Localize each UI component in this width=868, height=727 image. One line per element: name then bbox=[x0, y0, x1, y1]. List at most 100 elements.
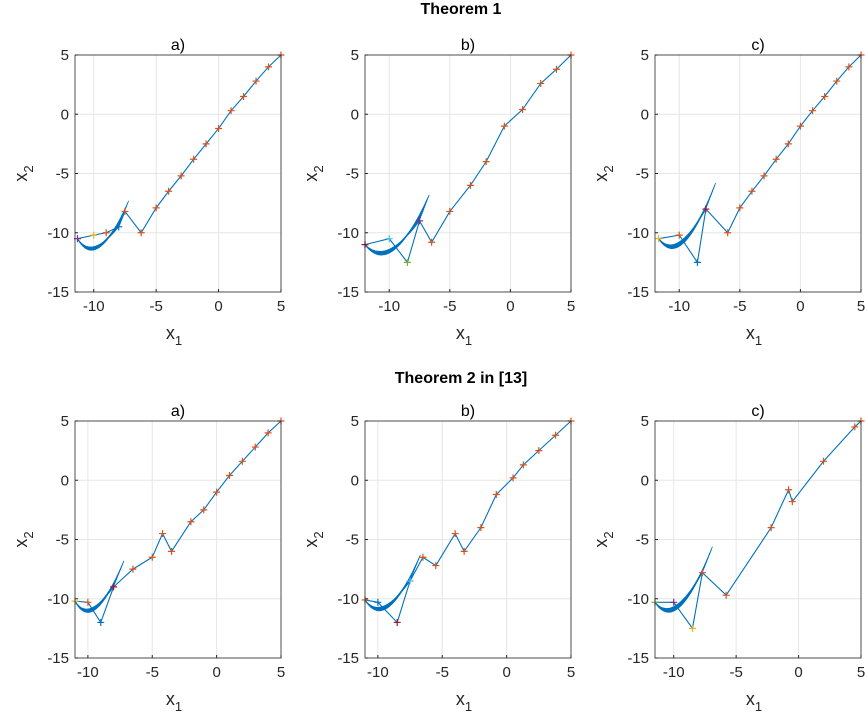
event-marker bbox=[809, 107, 817, 115]
event-marker bbox=[702, 205, 710, 213]
x-tick-label: -10 bbox=[83, 298, 105, 315]
event-marker bbox=[552, 65, 560, 73]
event-marker bbox=[460, 547, 468, 555]
trajectory-line bbox=[74, 420, 282, 624]
y-axis-label: x2 bbox=[301, 531, 326, 547]
row-title-theorem-2: Theorem 2 in [13] bbox=[395, 370, 527, 387]
subplot-0-0: -10 -5 0 5 5 0 -5 -10 -15 a) x1 x2 bbox=[11, 37, 285, 348]
event-marker bbox=[772, 155, 780, 163]
y-tick-label: 0 bbox=[641, 106, 649, 123]
event-marker bbox=[675, 231, 683, 239]
event-marker bbox=[724, 229, 732, 237]
event-marker bbox=[168, 547, 176, 555]
event-marker bbox=[500, 122, 508, 130]
event-marker bbox=[226, 472, 233, 480]
event-marker bbox=[767, 524, 775, 532]
event-marker bbox=[102, 229, 110, 237]
y-tick-label: -5 bbox=[636, 532, 649, 549]
event-marker bbox=[90, 231, 98, 239]
y-axis-label: x2 bbox=[591, 531, 616, 547]
x-tick-label: 0 bbox=[794, 664, 802, 681]
event-marker bbox=[393, 618, 401, 626]
event-marker bbox=[190, 155, 198, 163]
x-tick-label: -5 bbox=[149, 298, 162, 315]
trajectory-curve bbox=[364, 554, 421, 612]
event-marker bbox=[265, 63, 273, 71]
event-marker bbox=[403, 258, 411, 266]
event-marker bbox=[519, 461, 527, 469]
trajectory-fan bbox=[74, 560, 125, 613]
trajectory-fan bbox=[364, 554, 421, 612]
x-axis-label: x1 bbox=[746, 323, 762, 348]
event-marker bbox=[264, 429, 272, 437]
subplot-grid: -10 -5 0 5 5 0 -5 -10 -15 a) x1 x2 -10 -5 0 5 5 0 -5 -10 -15… bbox=[11, 37, 865, 714]
x-tick-label: 5 bbox=[277, 664, 285, 681]
y-tick-label: 0 bbox=[351, 472, 359, 489]
event-marker bbox=[240, 92, 248, 100]
trajectory-curve bbox=[74, 560, 125, 613]
row-title-theorem-1: Theorem 1 bbox=[421, 1, 502, 18]
y-tick-label: 5 bbox=[61, 47, 69, 64]
y-tick-label: -10 bbox=[47, 591, 69, 608]
event-marker bbox=[785, 486, 793, 494]
x-axis-label: x1 bbox=[166, 689, 182, 714]
y-tick-label: -10 bbox=[47, 225, 69, 242]
event-marker bbox=[238, 457, 246, 465]
y-tick-label: 5 bbox=[641, 413, 649, 430]
x-tick-label: -5 bbox=[729, 664, 742, 681]
event-marker bbox=[760, 172, 768, 180]
x-axis-label: x1 bbox=[456, 323, 472, 348]
event-marker bbox=[374, 598, 382, 606]
event-marker bbox=[820, 457, 828, 465]
y-tick-label: -15 bbox=[47, 284, 69, 301]
event-marker bbox=[477, 524, 485, 532]
event-marker bbox=[213, 488, 221, 496]
event-marker bbox=[845, 63, 853, 71]
event-marker bbox=[655, 235, 663, 243]
event-marker bbox=[428, 238, 436, 246]
event-marker bbox=[187, 518, 195, 526]
event-marker bbox=[406, 577, 414, 585]
y-tick-label: 0 bbox=[641, 472, 649, 489]
x-tick-label: -5 bbox=[443, 298, 456, 315]
event-marker bbox=[419, 553, 427, 561]
x-tick-label: -10 bbox=[77, 664, 99, 681]
event-marker bbox=[159, 530, 167, 538]
event-marker bbox=[693, 258, 701, 266]
event-marker bbox=[215, 124, 223, 132]
panel-title: c) bbox=[751, 37, 764, 54]
event-marker bbox=[97, 618, 105, 626]
y-tick-label: -10 bbox=[627, 591, 649, 608]
event-marker bbox=[115, 223, 123, 231]
y-axis-label: x2 bbox=[11, 531, 36, 547]
panel-title: b) bbox=[461, 403, 475, 420]
event-marker bbox=[432, 562, 440, 570]
x-tick-label: 5 bbox=[277, 298, 285, 315]
trajectory-line bbox=[658, 54, 862, 264]
y-tick-label: -5 bbox=[56, 166, 69, 183]
y-tick-label: -10 bbox=[337, 225, 359, 242]
event-marker bbox=[796, 122, 804, 130]
panel-title: b) bbox=[461, 37, 475, 54]
x-tick-label: -10 bbox=[663, 664, 685, 681]
event-marker bbox=[722, 591, 730, 599]
subplot-1-0: -10 -5 0 5 5 0 -5 -10 -15 a) x1 x2 bbox=[11, 403, 285, 714]
y-tick-label: 0 bbox=[61, 106, 69, 123]
y-tick-label: -5 bbox=[346, 532, 359, 549]
event-marker bbox=[736, 204, 744, 212]
y-tick-label: -15 bbox=[47, 650, 69, 667]
x-tick-label: 5 bbox=[857, 664, 865, 681]
event-marker bbox=[833, 77, 841, 85]
event-marker bbox=[110, 583, 118, 591]
y-tick-label: -5 bbox=[56, 532, 69, 549]
event-marker bbox=[535, 447, 543, 455]
event-marker bbox=[251, 443, 259, 451]
event-marker bbox=[129, 565, 137, 573]
y-axis-label: x2 bbox=[591, 165, 616, 181]
y-axis-label: x2 bbox=[301, 165, 326, 181]
event-marker bbox=[788, 498, 796, 506]
x-axis-label: x1 bbox=[456, 689, 472, 714]
y-tick-label: -10 bbox=[337, 591, 359, 608]
event-marker bbox=[202, 140, 210, 148]
